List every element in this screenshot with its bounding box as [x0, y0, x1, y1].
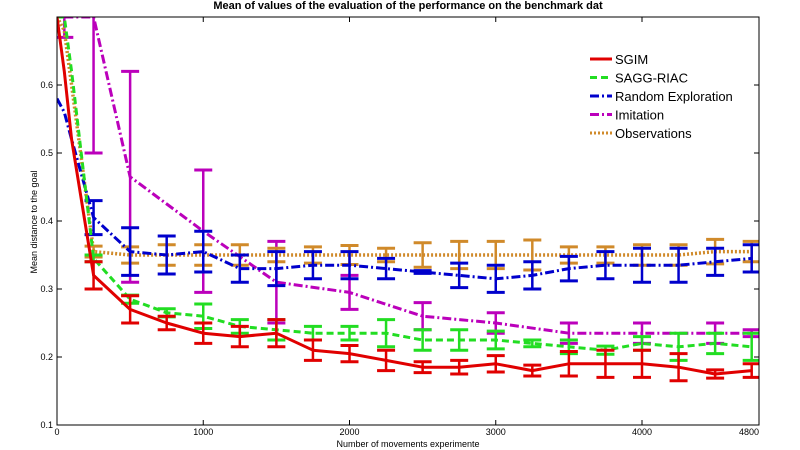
error-bar [157, 234, 176, 276]
x-tick-label: 4800 [739, 427, 759, 437]
error-bar [559, 350, 578, 378]
error-bar [633, 348, 651, 379]
legend-label: Random Exploration [615, 89, 733, 104]
chart-title: Mean of values of the evaluation of the … [213, 0, 603, 12]
axis-ticks: 0 1000 2000 3000 4000 4800 0.1 0.2 0.3 0.4 0.5 0.6 [40, 17, 760, 437]
x-axis-label: Number of movements experimente [336, 439, 479, 449]
x-tick-label: 4000 [632, 427, 652, 437]
error-bar [413, 360, 432, 375]
x-tick-label: 0 [54, 427, 59, 437]
error-bar [596, 250, 615, 281]
error-bar [523, 363, 542, 378]
series-2 [57, 97, 759, 294]
error-bar [742, 362, 759, 379]
legend-item: Imitation [590, 108, 664, 123]
legend-item: Observations [590, 126, 692, 141]
series-line [57, 97, 752, 281]
legend-label: SGIM [615, 52, 648, 67]
series-line [57, 17, 752, 352]
y-tick-label: 0.5 [40, 148, 53, 158]
error-bar [340, 343, 359, 364]
error-bar [303, 250, 322, 281]
y-axis-label: Mean distance to the goal [29, 170, 39, 273]
error-bar [706, 246, 725, 277]
x-tick-label: 3000 [486, 427, 506, 437]
error-bar [340, 250, 359, 281]
error-bar [84, 260, 103, 291]
error-bar [413, 241, 432, 269]
legend-label: Imitation [615, 108, 664, 123]
series-line [57, 17, 752, 376]
error-bar [230, 253, 249, 284]
error-bar [486, 263, 505, 294]
error-bar [267, 250, 286, 288]
error-bar [450, 261, 469, 290]
error-bar [157, 314, 176, 332]
legend-item: SGIM [590, 52, 648, 67]
error-bar [121, 226, 140, 277]
error-bar [377, 318, 396, 349]
error-bar [633, 246, 651, 284]
y-tick-label: 0.3 [40, 284, 53, 294]
error-bar [559, 254, 578, 283]
error-bar [486, 329, 505, 351]
x-tick-label: 1000 [193, 427, 213, 437]
error-bar [742, 331, 759, 362]
error-bar [742, 243, 759, 274]
error-bar [230, 324, 249, 349]
error-bar [669, 352, 688, 383]
legend-label: SAGG-RIAC [615, 71, 688, 86]
error-bar [267, 318, 286, 349]
error-bar [303, 338, 322, 362]
legend: SGIM SAGG-RIAC Random Exploration Imitation… [590, 52, 733, 141]
error-bar [596, 348, 615, 379]
x-tick-label: 2000 [339, 427, 359, 437]
series-line [57, 17, 752, 257]
error-bar [450, 328, 469, 352]
error-bar [194, 229, 213, 274]
y-tick-label: 0.1 [40, 420, 53, 430]
error-bar [194, 321, 213, 345]
error-bar [340, 324, 359, 342]
error-bar [523, 338, 542, 349]
error-bar [413, 269, 432, 275]
series-1 [57, 17, 759, 362]
error-bar [84, 17, 103, 155]
legend-label: Observations [615, 126, 692, 141]
plot-area [57, 17, 759, 383]
series-0 [57, 17, 759, 383]
y-tick-label: 0.4 [40, 216, 53, 226]
legend-item: SAGG-RIAC [590, 71, 688, 86]
series-line [64, 17, 752, 335]
legend-item: Random Exploration [590, 89, 733, 104]
error-bar [121, 294, 140, 325]
error-bar [669, 246, 688, 284]
error-bar [706, 368, 725, 380]
error-bar [377, 348, 396, 373]
error-bar [706, 331, 725, 356]
y-tick-label: 0.2 [40, 352, 53, 362]
error-bar [413, 328, 432, 352]
error-bar [486, 354, 505, 374]
error-bar [523, 260, 542, 291]
error-bar [377, 256, 396, 281]
error-bar [450, 358, 469, 376]
y-tick-label: 0.6 [40, 80, 53, 90]
